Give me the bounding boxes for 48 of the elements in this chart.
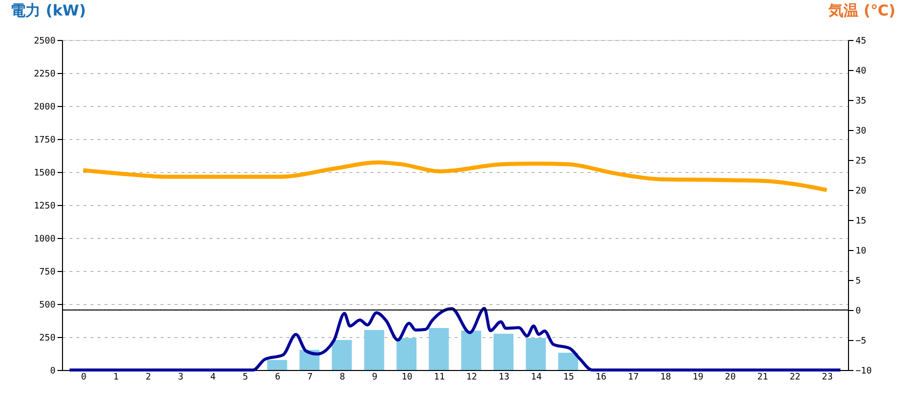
x-tick-label: 0	[80, 372, 86, 382]
x-tick-label: 10	[402, 372, 412, 382]
y2-tick-label: 20	[856, 186, 866, 196]
x-tick-label: 15	[563, 372, 574, 382]
y-axis-title: 電力 (kW)	[10, 2, 86, 20]
y2-axis-title: 気温 (℃)	[827, 2, 896, 20]
x-tick-label: 4	[210, 372, 216, 382]
x-tick-label: 22	[790, 372, 800, 382]
y-tick-label: 250	[39, 334, 56, 344]
x-tick-label: 17	[628, 372, 639, 382]
x-tick-label: 1	[113, 372, 119, 382]
x-tick-label: 5	[242, 372, 248, 382]
x-tick-label: 8	[340, 372, 346, 382]
y-tick-label: 1000	[34, 234, 56, 244]
x-tick-label: 11	[434, 372, 445, 382]
y-tick-label: 2250	[34, 70, 56, 80]
x-tick-label: 9	[372, 372, 378, 382]
y2-tick-label: 0	[856, 306, 861, 316]
y-tick-label: 2000	[34, 102, 56, 112]
y2-tick-label: −5	[856, 336, 866, 346]
y2-tick-label: 15	[856, 216, 866, 226]
x-tick-label: 23	[822, 372, 833, 382]
x-tick-label: 19	[692, 372, 704, 382]
x-tick-label: 20	[724, 372, 736, 382]
x-tick-label: 21	[757, 372, 768, 382]
y2-tick-label: 45	[856, 36, 866, 46]
y2-tick-label: 5	[856, 276, 861, 286]
y2-tick-label: 35	[856, 96, 866, 106]
x-tick-label: 16	[596, 372, 606, 382]
y-tick-label: 750	[39, 268, 56, 278]
x-tick-label: 14	[530, 372, 542, 382]
y2-tick-label: 30	[856, 126, 866, 136]
x-tick-label: 7	[307, 372, 313, 382]
x-tick-label: 3	[178, 372, 184, 382]
y2-tick-label: 10	[856, 246, 866, 256]
y-tick-label: 1250	[34, 202, 56, 212]
y-tick-label: 1500	[34, 168, 56, 178]
x-tick-label: 12	[466, 372, 478, 382]
y2-tick-label: −10	[856, 366, 872, 376]
y-tick-label: 2500	[34, 36, 56, 46]
y-tick-label: 1750	[34, 136, 56, 146]
x-tick-label: 6	[274, 372, 280, 382]
x-tick-label: 18	[660, 372, 672, 382]
y2-tick-label: 40	[856, 66, 866, 76]
y-tick-label: 500	[39, 300, 56, 310]
x-tick-label: 13	[498, 372, 510, 382]
y2-tick-label: 25	[856, 156, 866, 166]
x-tick-label: 2	[146, 372, 152, 382]
